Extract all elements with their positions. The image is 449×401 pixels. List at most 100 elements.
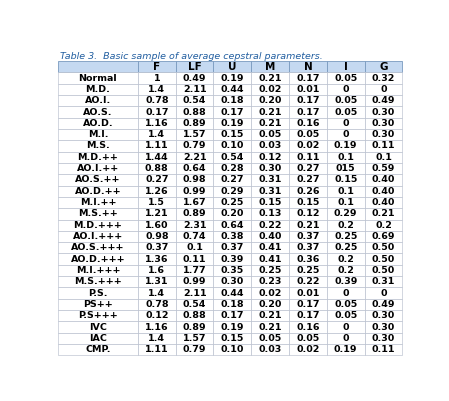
Text: 0: 0 (380, 85, 387, 94)
Text: 0.49: 0.49 (372, 300, 395, 309)
Text: 0.30: 0.30 (221, 277, 244, 286)
Text: 0.1: 0.1 (337, 198, 354, 207)
Bar (289, 344, 327, 355)
Text: 1.26: 1.26 (145, 187, 169, 196)
Bar (58, 95, 138, 106)
Bar (213, 265, 251, 276)
Bar (251, 106, 289, 117)
Text: M.S.++: M.S.++ (78, 209, 118, 219)
Bar (213, 344, 251, 355)
Bar (58, 219, 138, 231)
Text: 0.74: 0.74 (183, 232, 207, 241)
Bar (365, 129, 402, 140)
Text: P.S.: P.S. (88, 289, 108, 298)
Bar (289, 174, 327, 186)
Bar (289, 106, 327, 117)
Bar (58, 163, 138, 174)
Text: 0.40: 0.40 (372, 187, 395, 196)
Text: 0.54: 0.54 (183, 300, 206, 309)
Text: 1: 1 (154, 73, 160, 83)
Bar (289, 152, 327, 163)
Text: 1.16: 1.16 (145, 119, 169, 128)
Bar (327, 117, 365, 129)
Bar (251, 208, 289, 219)
Bar (251, 321, 289, 333)
Text: 0: 0 (343, 322, 349, 332)
Bar (176, 253, 213, 265)
Text: 0.89: 0.89 (183, 119, 207, 128)
Text: IVC: IVC (89, 322, 107, 332)
Bar (138, 152, 176, 163)
Bar (176, 288, 213, 299)
Text: 0.21: 0.21 (258, 119, 282, 128)
Bar (138, 84, 176, 95)
Bar (289, 95, 327, 106)
Text: 0.21: 0.21 (258, 73, 282, 83)
Text: 0.21: 0.21 (372, 209, 395, 219)
Bar (138, 208, 176, 219)
Bar (289, 253, 327, 265)
Text: 0.17: 0.17 (296, 300, 320, 309)
Text: 0.88: 0.88 (183, 311, 207, 320)
Text: 0.02: 0.02 (259, 85, 282, 94)
Bar (327, 84, 365, 95)
Bar (138, 163, 176, 174)
Bar (58, 344, 138, 355)
Bar (176, 299, 213, 310)
Bar (213, 95, 251, 106)
Bar (213, 231, 251, 242)
Bar (213, 276, 251, 288)
Text: 0.88: 0.88 (183, 107, 207, 117)
Text: 0.19: 0.19 (220, 119, 244, 128)
Bar (138, 197, 176, 208)
Text: 0.11: 0.11 (296, 153, 320, 162)
Bar (138, 344, 176, 355)
Text: AO.D.++: AO.D.++ (75, 187, 121, 196)
Bar (327, 174, 365, 186)
Bar (58, 129, 138, 140)
Text: 0.10: 0.10 (220, 345, 244, 354)
Bar (365, 106, 402, 117)
Text: 1.31: 1.31 (145, 277, 168, 286)
Bar (251, 231, 289, 242)
Text: 0.79: 0.79 (183, 345, 207, 354)
Text: 0: 0 (343, 130, 349, 139)
Bar (251, 288, 289, 299)
Bar (289, 84, 327, 95)
Text: 2.21: 2.21 (183, 153, 207, 162)
Bar (327, 106, 365, 117)
Bar (138, 265, 176, 276)
Text: 0.20: 0.20 (259, 300, 282, 309)
Bar (365, 242, 402, 253)
Bar (327, 152, 365, 163)
Text: 015: 015 (336, 164, 356, 173)
Bar (138, 299, 176, 310)
Text: 0.18: 0.18 (220, 300, 244, 309)
Bar (213, 310, 251, 321)
Bar (289, 140, 327, 152)
Text: 0.15: 0.15 (296, 198, 320, 207)
Bar (138, 61, 176, 73)
Bar (289, 231, 327, 242)
Bar (58, 265, 138, 276)
Text: 0.21: 0.21 (296, 221, 320, 230)
Text: 0.40: 0.40 (372, 198, 395, 207)
Text: 0.37: 0.37 (296, 232, 320, 241)
Bar (176, 73, 213, 84)
Bar (365, 61, 402, 73)
Text: 0.22: 0.22 (296, 277, 320, 286)
Bar (251, 219, 289, 231)
Bar (251, 129, 289, 140)
Text: 0.78: 0.78 (145, 300, 169, 309)
Text: 0.32: 0.32 (372, 73, 395, 83)
Bar (58, 321, 138, 333)
Text: AO.I.: AO.I. (85, 96, 111, 105)
Text: 0.39: 0.39 (334, 277, 357, 286)
Text: 1.67: 1.67 (183, 198, 207, 207)
Bar (213, 208, 251, 219)
Bar (176, 219, 213, 231)
Text: M.D.: M.D. (85, 85, 110, 94)
Bar (251, 163, 289, 174)
Text: 0.01: 0.01 (296, 289, 320, 298)
Bar (176, 152, 213, 163)
